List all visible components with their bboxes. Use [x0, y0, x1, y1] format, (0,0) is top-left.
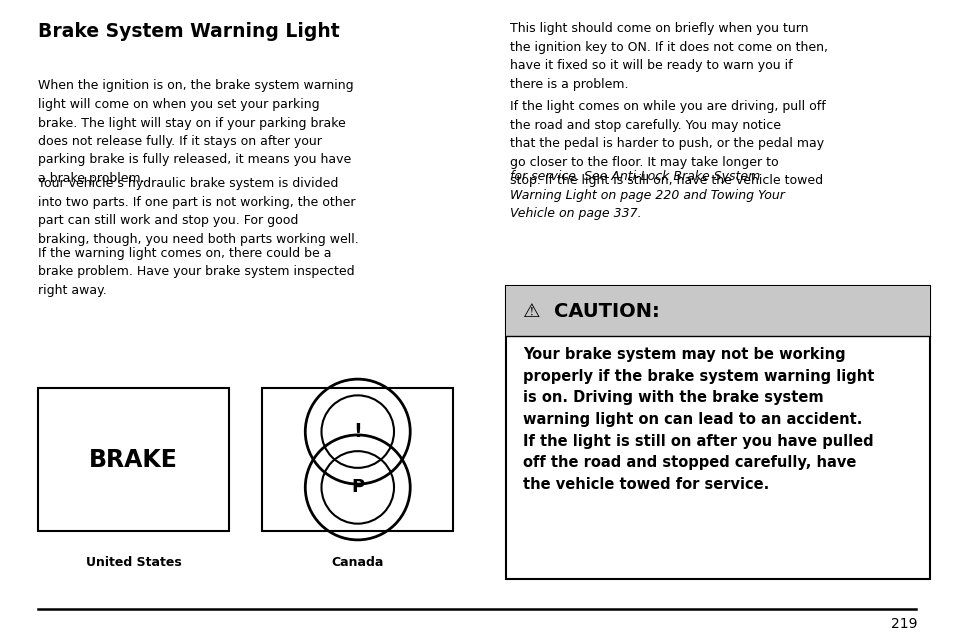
Text: When the ignition is on, the brake system warning
light will come on when you se: When the ignition is on, the brake syste… — [38, 80, 354, 185]
FancyBboxPatch shape — [262, 388, 453, 531]
Text: If the light comes on while you are driving, pull off
the road and stop carefull: If the light comes on while you are driv… — [510, 100, 825, 188]
Text: If the warning light comes on, there could be a
brake problem. Have your brake s: If the warning light comes on, there cou… — [38, 247, 355, 297]
Text: Your vehicle’s hydraulic brake system is divided
into two parts. If one part is : Your vehicle’s hydraulic brake system is… — [38, 177, 358, 245]
Text: ⚠  CAUTION:: ⚠ CAUTION: — [522, 301, 659, 321]
FancyBboxPatch shape — [505, 286, 929, 336]
Text: 219: 219 — [890, 617, 917, 631]
Text: P: P — [351, 478, 364, 497]
FancyBboxPatch shape — [505, 286, 929, 579]
Text: Your brake system may not be working
properly if the brake system warning light
: Your brake system may not be working pro… — [522, 347, 873, 492]
Text: !: ! — [353, 422, 362, 441]
Text: BRAKE: BRAKE — [89, 448, 178, 471]
Text: United States: United States — [86, 556, 181, 569]
FancyBboxPatch shape — [38, 388, 229, 531]
Text: Brake System Warning Light: Brake System Warning Light — [38, 22, 339, 41]
Text: for service. See Anti-Lock Brake System
Warning Light on page 220 and Towing You: for service. See Anti-Lock Brake System … — [510, 170, 784, 220]
Text: This light should come on briefly when you turn
the ignition key to ON. If it do: This light should come on briefly when y… — [510, 22, 827, 91]
Text: Canada: Canada — [332, 556, 383, 569]
